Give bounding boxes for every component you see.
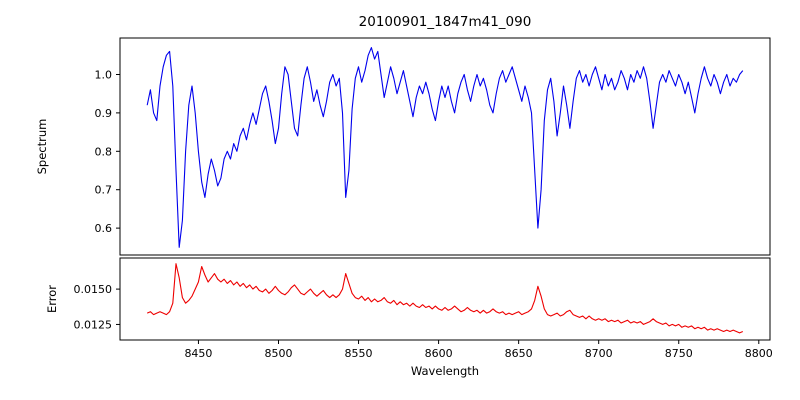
x-tick-label: 8750 [665, 347, 693, 360]
x-tick-label: 8500 [264, 347, 292, 360]
x-tick-label: 8650 [505, 347, 533, 360]
x-tick-label: 8700 [585, 347, 613, 360]
x-tick-label: 8600 [425, 347, 453, 360]
y-tick-label: 0.7 [95, 184, 113, 197]
error-line [146, 263, 744, 334]
spectrum-line [146, 47, 744, 248]
x-tick-label: 8550 [345, 347, 373, 360]
x-tick-label: 8800 [745, 347, 773, 360]
y-tick-label: 1.0 [95, 68, 113, 81]
spectrum-plot-border [119, 37, 771, 256]
y-axis-label-error: Error [45, 285, 59, 313]
y-axis-label-spectrum: Spectrum [35, 119, 49, 175]
y-tick-label: 0.9 [95, 107, 113, 120]
x-axis-label: Wavelength [411, 364, 479, 378]
x-tick-label: 8450 [184, 347, 212, 360]
y-tick-label: 0.6 [95, 222, 113, 235]
y-tick-label: 0.0125 [74, 318, 113, 331]
error-plot-border [119, 257, 771, 341]
y-tick-label: 0.0150 [74, 283, 113, 296]
chart-title: 20100901_1847m41_090 [359, 14, 532, 30]
y-tick-label: 0.8 [95, 145, 113, 158]
